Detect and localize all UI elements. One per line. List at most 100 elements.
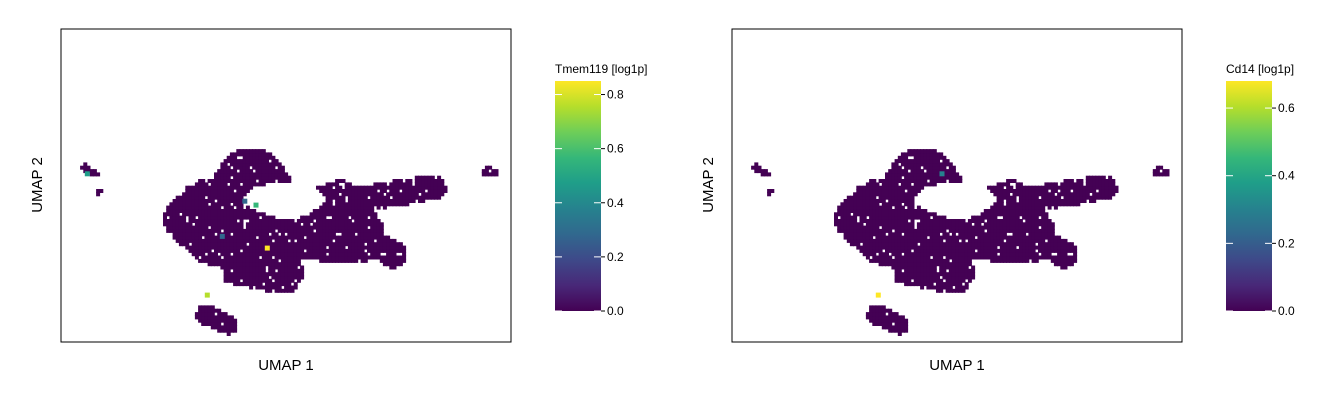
umap-point xyxy=(277,238,282,243)
umap-point xyxy=(967,248,972,253)
umap-point xyxy=(226,212,231,217)
umap-point xyxy=(395,185,400,190)
umap-point xyxy=(971,275,976,280)
umap-point xyxy=(255,248,260,253)
umap-point xyxy=(344,248,349,253)
umap-point xyxy=(373,252,378,257)
umap-point xyxy=(245,228,250,233)
umap-point xyxy=(894,228,899,233)
umap-point xyxy=(1012,255,1017,260)
umap-point xyxy=(194,225,199,230)
umap-point xyxy=(287,235,292,240)
umap-point xyxy=(945,238,950,243)
umap-point xyxy=(932,252,937,257)
umap-point xyxy=(309,242,314,247)
umap-point xyxy=(1025,212,1030,217)
umap-point xyxy=(271,235,276,240)
umap-point xyxy=(265,172,269,177)
umap-point xyxy=(913,179,918,183)
umap-point xyxy=(900,242,905,247)
umap-point xyxy=(363,189,368,193)
umap-point xyxy=(229,169,234,174)
umap-point xyxy=(891,209,896,213)
umap-point xyxy=(980,252,985,257)
umap-point xyxy=(437,185,442,190)
umap-point xyxy=(204,228,209,233)
umap-point xyxy=(1041,212,1046,217)
umap-point xyxy=(843,235,848,240)
umap-point xyxy=(900,258,905,263)
umap-point xyxy=(1098,189,1103,193)
umap-point xyxy=(974,245,979,250)
umap-point xyxy=(923,258,928,263)
umap-point xyxy=(900,192,905,197)
umap-point xyxy=(86,165,91,170)
umap-point xyxy=(1034,258,1039,263)
umap-point xyxy=(440,192,445,197)
umap-point xyxy=(223,205,228,210)
umap-point xyxy=(258,219,263,223)
umap-point xyxy=(433,192,438,197)
umap-point xyxy=(1022,245,1027,250)
umap-point xyxy=(293,242,298,247)
umap-point xyxy=(983,232,988,237)
umap-point xyxy=(1053,255,1058,260)
umap-point xyxy=(265,278,269,283)
umap-point xyxy=(265,179,269,183)
umap-point xyxy=(405,182,410,187)
umap-point xyxy=(280,252,285,257)
umap-point xyxy=(344,212,349,217)
umap-point xyxy=(891,265,896,270)
umap-point xyxy=(370,202,375,207)
umap-point xyxy=(316,232,320,237)
umap-point xyxy=(891,225,896,230)
umap-point xyxy=(932,262,937,267)
umap-point xyxy=(865,199,870,203)
umap-point xyxy=(936,152,940,157)
umap-point xyxy=(881,202,886,207)
umap-point xyxy=(386,192,391,197)
umap-point xyxy=(284,288,289,293)
umap-point xyxy=(1022,248,1027,253)
umap-point xyxy=(245,169,250,174)
umap-point xyxy=(878,215,883,220)
umap-point xyxy=(236,282,241,287)
umap-point xyxy=(1066,182,1071,187)
umap-point xyxy=(293,282,298,287)
umap-point xyxy=(888,258,893,263)
umap-point xyxy=(910,272,915,277)
umap-point xyxy=(920,235,925,240)
umap-point xyxy=(354,212,359,217)
umap-point xyxy=(1085,189,1090,193)
umap-point xyxy=(258,165,263,170)
umap-point xyxy=(280,172,285,177)
umap-point xyxy=(897,179,902,183)
umap-point xyxy=(226,315,231,320)
umap-point xyxy=(900,219,905,223)
umap-point xyxy=(964,225,969,230)
umap-point xyxy=(220,325,225,330)
umap-point xyxy=(296,219,301,223)
umap-point xyxy=(245,238,250,243)
umap-point xyxy=(974,225,979,230)
umap-point xyxy=(242,212,247,217)
umap-point xyxy=(999,228,1004,233)
umap-point xyxy=(194,222,199,227)
umap-point xyxy=(367,232,371,237)
umap-point xyxy=(265,288,269,293)
umap-point xyxy=(255,169,260,174)
umap-point xyxy=(1034,245,1039,250)
umap-point xyxy=(910,225,915,230)
umap-point xyxy=(322,222,327,227)
umap-point xyxy=(344,258,349,263)
umap-point xyxy=(958,255,963,260)
umap-point xyxy=(872,192,877,197)
umap-point xyxy=(878,228,883,233)
umap-point xyxy=(376,228,381,233)
umap-point xyxy=(96,189,101,193)
umap-point xyxy=(916,182,921,187)
umap-point xyxy=(932,242,937,247)
umap-point xyxy=(907,278,912,283)
umap-point xyxy=(414,175,419,180)
umap-point xyxy=(862,215,867,220)
